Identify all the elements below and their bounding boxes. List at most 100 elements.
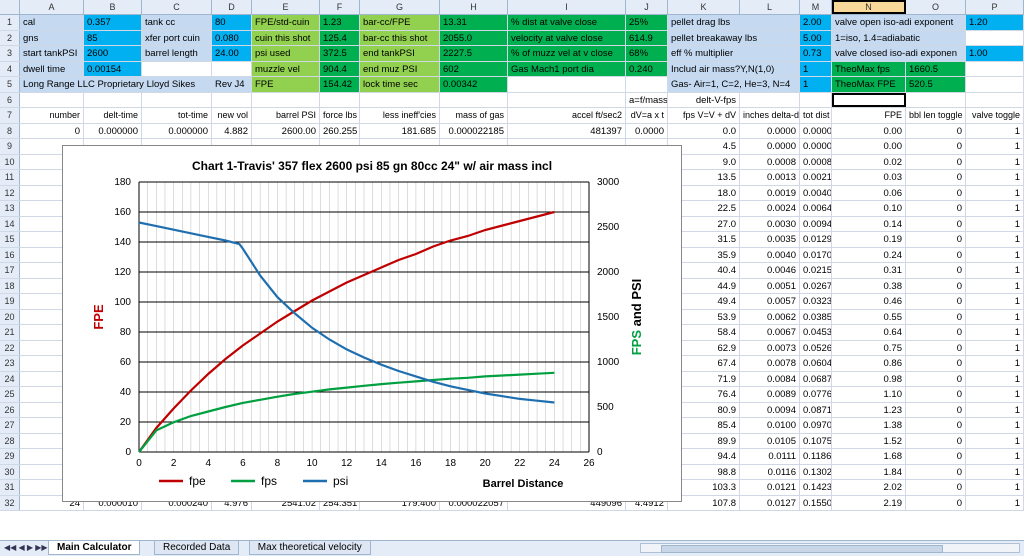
cell-p20[interactable]: 1: [966, 309, 1024, 324]
cell-g4[interactable]: end muz PSI: [360, 61, 440, 76]
cell-l21[interactable]: 0.0067: [740, 325, 800, 340]
cell-b32[interactable]: 0.000010: [84, 495, 142, 510]
cell-o10[interactable]: 0: [906, 154, 966, 169]
cell-o8[interactable]: 0: [906, 123, 966, 138]
cell-p8[interactable]: 1: [966, 123, 1024, 138]
cell-n31[interactable]: 2.02: [832, 480, 906, 495]
cell-o23[interactable]: 0: [906, 356, 966, 371]
cell-m31[interactable]: 0.14237: [800, 480, 832, 495]
cell-n4[interactable]: TheoMax fps: [832, 61, 906, 76]
cell-e3[interactable]: psi used: [252, 46, 320, 61]
cell-p3[interactable]: 1.00: [966, 46, 1024, 61]
cell-d4[interactable]: [212, 61, 252, 76]
cell-p13[interactable]: 1: [966, 201, 1024, 216]
cell-o30[interactable]: 0: [906, 464, 966, 479]
cell-n9[interactable]: 0.00: [832, 139, 906, 154]
cell-o4[interactable]: 1660.5: [906, 61, 966, 76]
chart-1[interactable]: Chart 1-Travis' 357 flex 2600 psi 85 gn …: [62, 145, 682, 502]
cell-k18[interactable]: 44.9: [668, 278, 740, 293]
cell-p29[interactable]: 1: [966, 449, 1024, 464]
cell-o9[interactable]: 0: [906, 139, 966, 154]
row-header-31[interactable]: 31: [0, 480, 20, 495]
cell-b2[interactable]: 85: [84, 30, 142, 45]
row-header-5[interactable]: 5: [0, 77, 20, 92]
cell-n7[interactable]: FPE: [832, 108, 906, 123]
cell-n18[interactable]: 0.38: [832, 278, 906, 293]
cell-p30[interactable]: 1: [966, 464, 1024, 479]
cell-d8[interactable]: 4.882: [212, 123, 252, 138]
cell-e1[interactable]: FPE/std-cuin: [252, 15, 320, 30]
cell-i4[interactable]: Gas Mach1 port dia: [508, 61, 626, 76]
cell-d2[interactable]: 0.080: [212, 30, 252, 45]
cell-o32[interactable]: 0: [906, 495, 966, 510]
cell-o25[interactable]: 0: [906, 387, 966, 402]
cell-p22[interactable]: 1: [966, 340, 1024, 355]
row-header-32[interactable]: 32: [0, 495, 20, 510]
cell-n10[interactable]: 0.02: [832, 154, 906, 169]
row-header-18[interactable]: 18: [0, 278, 20, 293]
cell-i3[interactable]: % of muzz vel at v close: [508, 46, 626, 61]
cell-l13[interactable]: 0.0024: [740, 201, 800, 216]
cell-k20[interactable]: 53.9: [668, 309, 740, 324]
cell-h1[interactable]: 13.31: [440, 15, 508, 30]
sheet-tab-max-theoretical-velocity[interactable]: Max theoretical velocity: [248, 541, 371, 555]
cell-d32[interactable]: 4.976: [212, 495, 252, 510]
cell-c8[interactable]: 0.000000: [142, 123, 212, 138]
cell-p25[interactable]: 1: [966, 387, 1024, 402]
cell-c1[interactable]: tank cc: [142, 15, 212, 30]
cell-m29[interactable]: 0.11865: [800, 449, 832, 464]
cell-l7[interactable]: inches delta-dist: [740, 108, 800, 123]
column-header-i[interactable]: I: [508, 0, 626, 14]
row-header-14[interactable]: 14: [0, 216, 20, 231]
cell-k28[interactable]: 89.9: [668, 433, 740, 448]
cell-i7[interactable]: accel ft/sec2: [508, 108, 626, 123]
cell-l16[interactable]: 0.0040: [740, 247, 800, 262]
cell-m3[interactable]: 0.73: [800, 46, 832, 61]
cell-l17[interactable]: 0.0046: [740, 263, 800, 278]
cell-g3[interactable]: end tankPSI: [360, 46, 440, 61]
cell-g6[interactable]: [360, 92, 440, 107]
row-header-30[interactable]: 30: [0, 464, 20, 479]
cell-o21[interactable]: 0: [906, 325, 966, 340]
cell-o7[interactable]: bbl len toggle: [906, 108, 966, 123]
cell-p27[interactable]: 1: [966, 418, 1024, 433]
cell-k2[interactable]: pellet breakaway lbs: [668, 30, 800, 45]
cell-l27[interactable]: 0.0100: [740, 418, 800, 433]
cell-m20[interactable]: 0.03858: [800, 309, 832, 324]
cell-k10[interactable]: 9.0: [668, 154, 740, 169]
cell-l14[interactable]: 0.0030: [740, 216, 800, 231]
cell-n11[interactable]: 0.03: [832, 170, 906, 185]
cell-k1[interactable]: pellet drag lbs: [668, 15, 800, 30]
cell-m2[interactable]: 5.00: [800, 30, 832, 45]
cell-a1[interactable]: cal: [20, 15, 84, 30]
cell-g1[interactable]: bar-cc/FPE: [360, 15, 440, 30]
cell-p12[interactable]: 1: [966, 185, 1024, 200]
cell-l26[interactable]: 0.0094: [740, 402, 800, 417]
row-header-16[interactable]: 16: [0, 247, 20, 262]
cell-n27[interactable]: 1.38: [832, 418, 906, 433]
cell-m15[interactable]: 0.01296: [800, 232, 832, 247]
row-header-21[interactable]: 21: [0, 325, 20, 340]
cell-k4[interactable]: Includ air mass?Y,N(1,0): [668, 61, 800, 76]
cell-n21[interactable]: 0.64: [832, 325, 906, 340]
row-header-29[interactable]: 29: [0, 449, 20, 464]
cell-j2[interactable]: 614.9: [626, 30, 668, 45]
cell-p16[interactable]: 1: [966, 247, 1024, 262]
cell-l9[interactable]: 0.0000: [740, 139, 800, 154]
cell-p19[interactable]: 1: [966, 294, 1024, 309]
cell-p24[interactable]: 1: [966, 371, 1024, 386]
cell-j5[interactable]: [626, 77, 668, 92]
cell-k9[interactable]: 4.5: [668, 139, 740, 154]
row-header-25[interactable]: 25: [0, 387, 20, 402]
horizontal-scrollbar[interactable]: [640, 543, 1020, 553]
cell-n6[interactable]: [832, 92, 906, 107]
cell-p14[interactable]: 1: [966, 216, 1024, 231]
cell-n25[interactable]: 1.10: [832, 387, 906, 402]
cell-b3[interactable]: 2600: [84, 46, 142, 61]
cell-l19[interactable]: 0.0057: [740, 294, 800, 309]
cell-o12[interactable]: 0: [906, 185, 966, 200]
cell-k11[interactable]: 13.5: [668, 170, 740, 185]
cell-l20[interactable]: 0.0062: [740, 309, 800, 324]
